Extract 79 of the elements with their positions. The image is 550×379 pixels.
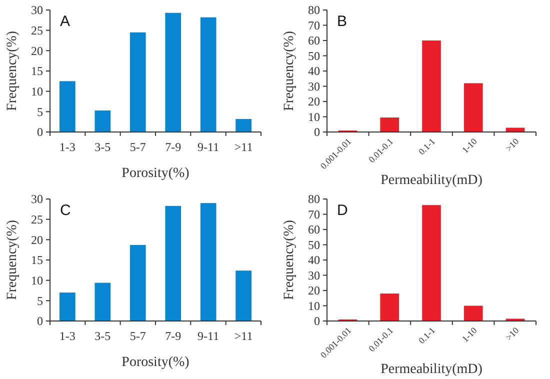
y-tick-label: 30 (31, 3, 43, 18)
y-tick-label: 60 (308, 34, 320, 48)
x-axis-title: Porosity(%) (122, 355, 190, 370)
x-tick-label: >11 (234, 140, 253, 154)
y-axis-title: Frequency(%) (282, 30, 297, 112)
y-axis-title: Frequency(%) (5, 30, 20, 112)
x-tick-label: 5-7 (130, 140, 146, 154)
x-tick-label: >11 (234, 329, 253, 343)
y-tick-label: 30 (308, 79, 320, 94)
y-tick-label: 15 (31, 253, 43, 268)
y-tick-label: 0 (37, 314, 43, 328)
x-axis-title: Permeability(mD) (380, 362, 483, 377)
chart-title: D (337, 202, 348, 219)
y-tick-label: 40 (308, 64, 320, 78)
bar (60, 292, 76, 321)
bar (464, 83, 483, 132)
bar (130, 32, 146, 132)
x-tick-label: 1-10 (460, 324, 480, 344)
bar (506, 128, 525, 132)
bar (236, 118, 252, 132)
x-axis-title: Porosity(%) (122, 166, 190, 181)
x-tick-label: 7-9 (165, 329, 182, 343)
x-tick-label: 1-3 (59, 329, 76, 343)
bar (94, 110, 111, 132)
y-tick-label: 60 (308, 222, 320, 237)
x-tick-label: 7-9 (165, 140, 182, 154)
y-tick-label: 0 (314, 314, 320, 328)
chart-title: A (60, 13, 70, 30)
y-tick-label: 10 (308, 110, 320, 124)
bar (236, 270, 252, 321)
y-tick-label: 25 (31, 212, 43, 227)
y-tick-label: 10 (31, 84, 43, 99)
x-tick-label: 3-5 (94, 329, 111, 343)
y-tick-label: 5 (37, 294, 43, 308)
bar (422, 40, 441, 132)
y-tick-label: 40 (308, 253, 320, 268)
bar (165, 12, 182, 132)
y-tick-label: 10 (31, 274, 43, 288)
y-axis-title: Frequency(%) (5, 220, 20, 300)
y-tick-label: 20 (31, 232, 43, 247)
y-tick-label: 30 (31, 192, 43, 206)
chart-title: B (337, 13, 348, 30)
x-tick-label: 3-5 (94, 140, 111, 154)
bar (130, 244, 146, 321)
chart-title: C (60, 202, 71, 219)
y-tick-label: 20 (308, 284, 320, 298)
y-tick-label: 5 (37, 104, 43, 119)
bar (422, 205, 441, 321)
y-tick-label: 30 (308, 268, 320, 282)
y-tick-label: 50 (308, 238, 320, 252)
bar (464, 306, 483, 321)
bar (94, 282, 111, 321)
x-axis-title: Permeability(mD) (380, 173, 483, 188)
y-tick-label: 0 (314, 125, 320, 140)
bar (380, 118, 400, 132)
bar (380, 294, 400, 321)
x-tick-label: 1-10 (460, 136, 480, 156)
y-tick-label: 70 (308, 207, 320, 222)
y-tick-label: 15 (31, 64, 43, 78)
bar (165, 206, 182, 321)
y-tick-label: 50 (308, 48, 320, 63)
bar (200, 203, 216, 321)
y-tick-label: 25 (31, 24, 43, 38)
x-tick-label: 9-11 (198, 140, 220, 154)
y-tick-label: 70 (308, 18, 320, 32)
y-tick-label: 0 (37, 125, 43, 140)
x-tick-label: >10 (504, 324, 522, 342)
y-tick-label: 10 (308, 298, 320, 313)
bar (60, 81, 76, 132)
y-tick-label: 80 (308, 3, 320, 18)
y-tick-label: 80 (308, 192, 320, 206)
y-tick-label: 20 (31, 44, 43, 58)
x-tick-label: 1-3 (59, 140, 76, 154)
x-tick-label: >10 (504, 136, 522, 154)
x-tick-label: 5-7 (130, 329, 146, 343)
bar (200, 17, 216, 132)
y-tick-label: 20 (308, 94, 320, 109)
x-tick-label: 9-11 (198, 329, 220, 343)
y-axis-title: Frequency(%) (282, 220, 297, 300)
